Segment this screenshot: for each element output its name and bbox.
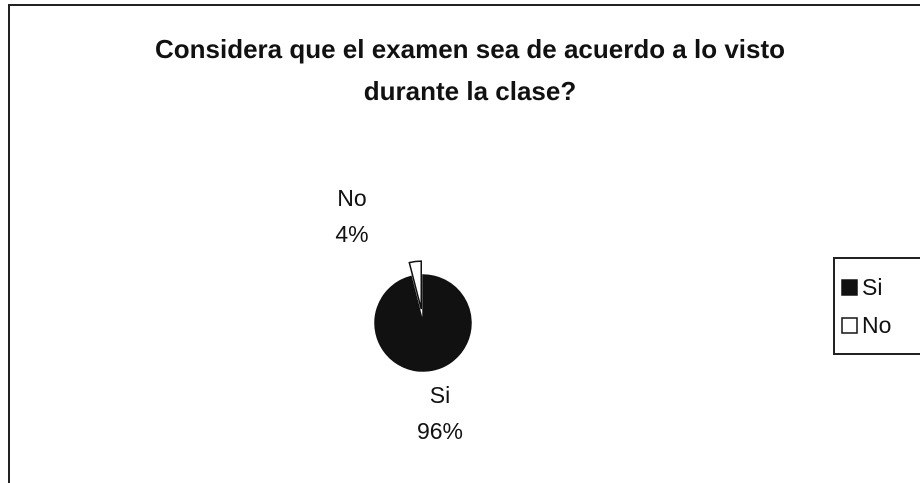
chart-title: Considera que el examen sea de acuerdo a… — [154, 34, 786, 106]
slice-value-label: 96% — [417, 418, 463, 444]
pie-slice — [408, 260, 422, 310]
legend-swatch — [841, 279, 858, 296]
slice-category-label: No — [337, 185, 366, 211]
slice-value-label: 4% — [335, 221, 368, 247]
slice-category-label: Si — [430, 382, 450, 408]
legend-box — [833, 257, 920, 355]
legend-label: No — [862, 312, 891, 338]
legend-label: Si — [862, 274, 882, 300]
legend-swatch — [841, 317, 858, 334]
pie-slice — [374, 274, 472, 372]
